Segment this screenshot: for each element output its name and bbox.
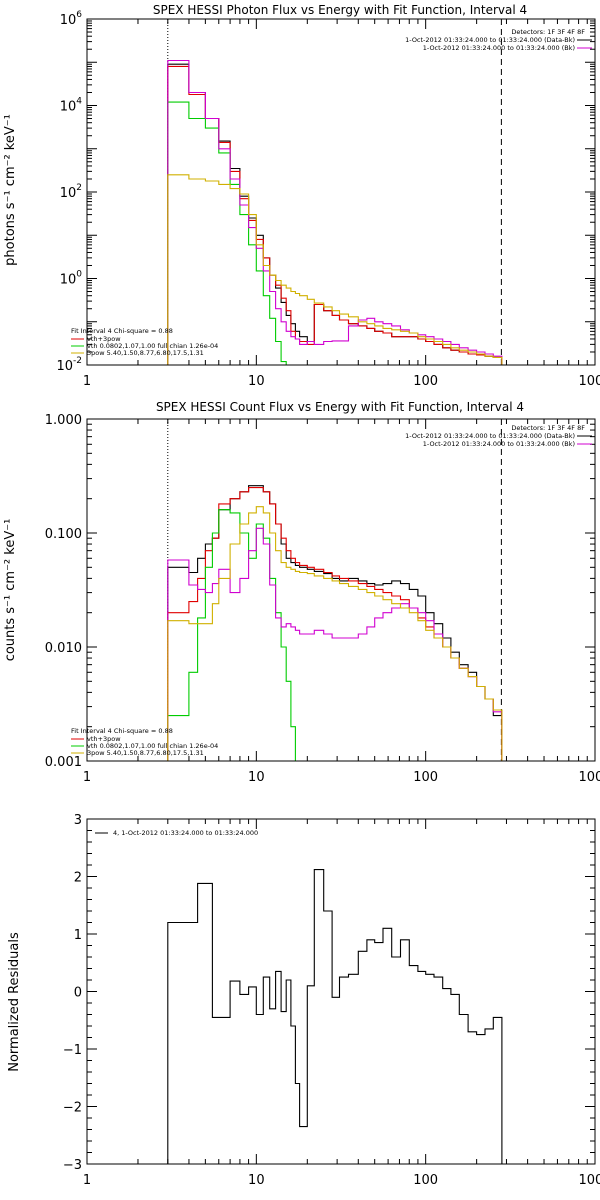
- series-line: [167, 63, 503, 365]
- y-tick-label: 2: [74, 871, 82, 886]
- series-line: [167, 174, 503, 365]
- plot-frame: [86, 418, 596, 762]
- y-tick-label: 0.010: [45, 641, 82, 656]
- legend-text: vth+3pow: [87, 335, 121, 343]
- legend-text: Fit Interval 4 Chi-square = 0.88: [71, 727, 173, 735]
- plot-frame: [86, 818, 596, 1165]
- x-tick-label: 1: [83, 374, 91, 389]
- legend-text: 3pow 5.40,1.50,8.77,6.80,17.5,1.31: [87, 749, 204, 757]
- x-tick-label: 100: [413, 1173, 438, 1188]
- y-tick-label: 10-2: [56, 356, 82, 374]
- x-tick-label: 1: [83, 1173, 91, 1188]
- count-flux-panel: SPEX HESSI Count Flux vs Energy with Fit…: [3, 400, 600, 785]
- y-tick-label: 102: [60, 183, 82, 201]
- chart-title: SPEX HESSI Count Flux vs Energy with Fit…: [156, 400, 524, 414]
- y-tick-label: −1: [63, 1043, 82, 1058]
- y-tick-exponent: 4: [76, 97, 82, 107]
- y-tick-label: 106: [60, 10, 83, 28]
- series-group: [167, 869, 503, 1164]
- y-tick-label: −2: [63, 1101, 82, 1116]
- series-line: [167, 869, 503, 1164]
- legend-text: Detectors: 1F 3F 4F 8F: [511, 28, 585, 36]
- legend-top-right: Detectors: 1F 3F 4F 8F 1-Oct-2012 01:33:…: [405, 28, 592, 52]
- y-tick-label: −3: [63, 1158, 82, 1173]
- chart-title: SPEX HESSI Photon Flux vs Energy with Fi…: [153, 3, 527, 17]
- y-tick-label: 1: [74, 928, 82, 943]
- y-tick-label: 0.001: [45, 755, 82, 770]
- y-tick-exponent: -2: [73, 356, 82, 366]
- series-group: [167, 485, 503, 762]
- reference-lines: [167, 419, 502, 761]
- y-tick-exponent: 2: [76, 183, 82, 193]
- legend-text: vth 0.0802,1.07,1.00 full chian 1.26e-04: [87, 342, 218, 350]
- legend-text: vth+3pow: [87, 735, 121, 743]
- x-tick-label: 1: [83, 770, 91, 785]
- y-tick-exponent: 6: [76, 10, 82, 20]
- legend-text: 3pow 5.40,1.50,8.77,6.80,17.5,1.31: [87, 349, 204, 357]
- legend-text: 1-Oct-2012 01:33:24.000 to 01:33:24.000 …: [423, 44, 575, 52]
- y-axis-label: Normalized Residuals: [7, 932, 22, 1072]
- legend-text: vth 0.0802,1.07,1.00 full chian 1.26e-04: [87, 742, 218, 750]
- series-line: [167, 509, 502, 762]
- y-axis-label: counts s⁻¹ cm⁻² keV⁻¹: [3, 519, 18, 662]
- series-line: [167, 485, 503, 761]
- y-tick-label: 104: [60, 97, 83, 115]
- series-line: [167, 101, 502, 366]
- x-tick-label: 100: [413, 770, 438, 785]
- legend-text: 1-Oct-2012 01:33:24.000 to 01:33:24.000 …: [405, 432, 575, 440]
- legend-text: 1-Oct-2012 01:33:24.000 to 01:33:24.000 …: [423, 440, 575, 448]
- legend-text: 1-Oct-2012 01:33:24.000 to 01:33:24.000 …: [405, 36, 575, 44]
- legend-top-left: 4, 1-Oct-2012 01:33:24.000 to 01:33:24.0…: [95, 829, 258, 837]
- y-tick-label: 0.100: [45, 527, 82, 542]
- series-line: [167, 65, 503, 365]
- legend-bottom-left: Fit Interval 4 Chi-square = 0.88 vth+3po…: [71, 327, 218, 357]
- legend-text: Fit Interval 4 Chi-square = 0.88: [71, 327, 173, 335]
- x-tick-label: 10: [248, 374, 265, 389]
- x-tick-label: 10: [248, 770, 265, 785]
- y-tick-label: 100: [60, 270, 83, 288]
- legend-top-right: Detectors: 1F 3F 4F 8F 1-Oct-2012 01:33:…: [405, 424, 592, 448]
- legend-text: Detectors: 1F 3F 4F 8F: [511, 424, 585, 432]
- series-group: [167, 59, 503, 366]
- x-tick-label: 100: [413, 374, 438, 389]
- y-tick-exponent: 0: [76, 270, 82, 280]
- y-tick-label: 3: [74, 813, 82, 828]
- plot-frame: [86, 18, 596, 366]
- series-line: [167, 506, 503, 761]
- series-line: [167, 527, 503, 761]
- photon-flux-panel: SPEX HESSI Photon Flux vs Energy with Fi…: [3, 3, 600, 389]
- legend-text: 4, 1-Oct-2012 01:33:24.000 to 01:33:24.0…: [113, 829, 258, 837]
- reference-lines: [167, 19, 502, 365]
- series-line: [167, 487, 503, 761]
- y-tick-label: 1.000: [45, 413, 82, 428]
- series-line: [167, 59, 503, 365]
- y-tick-label: 0: [74, 986, 82, 1001]
- x-tick-label: 10: [248, 1173, 265, 1188]
- legend-bottom-left: Fit Interval 4 Chi-square = 0.88 vth+3po…: [71, 727, 218, 757]
- y-axis-label: photons s⁻¹ cm⁻² keV⁻¹: [3, 114, 18, 266]
